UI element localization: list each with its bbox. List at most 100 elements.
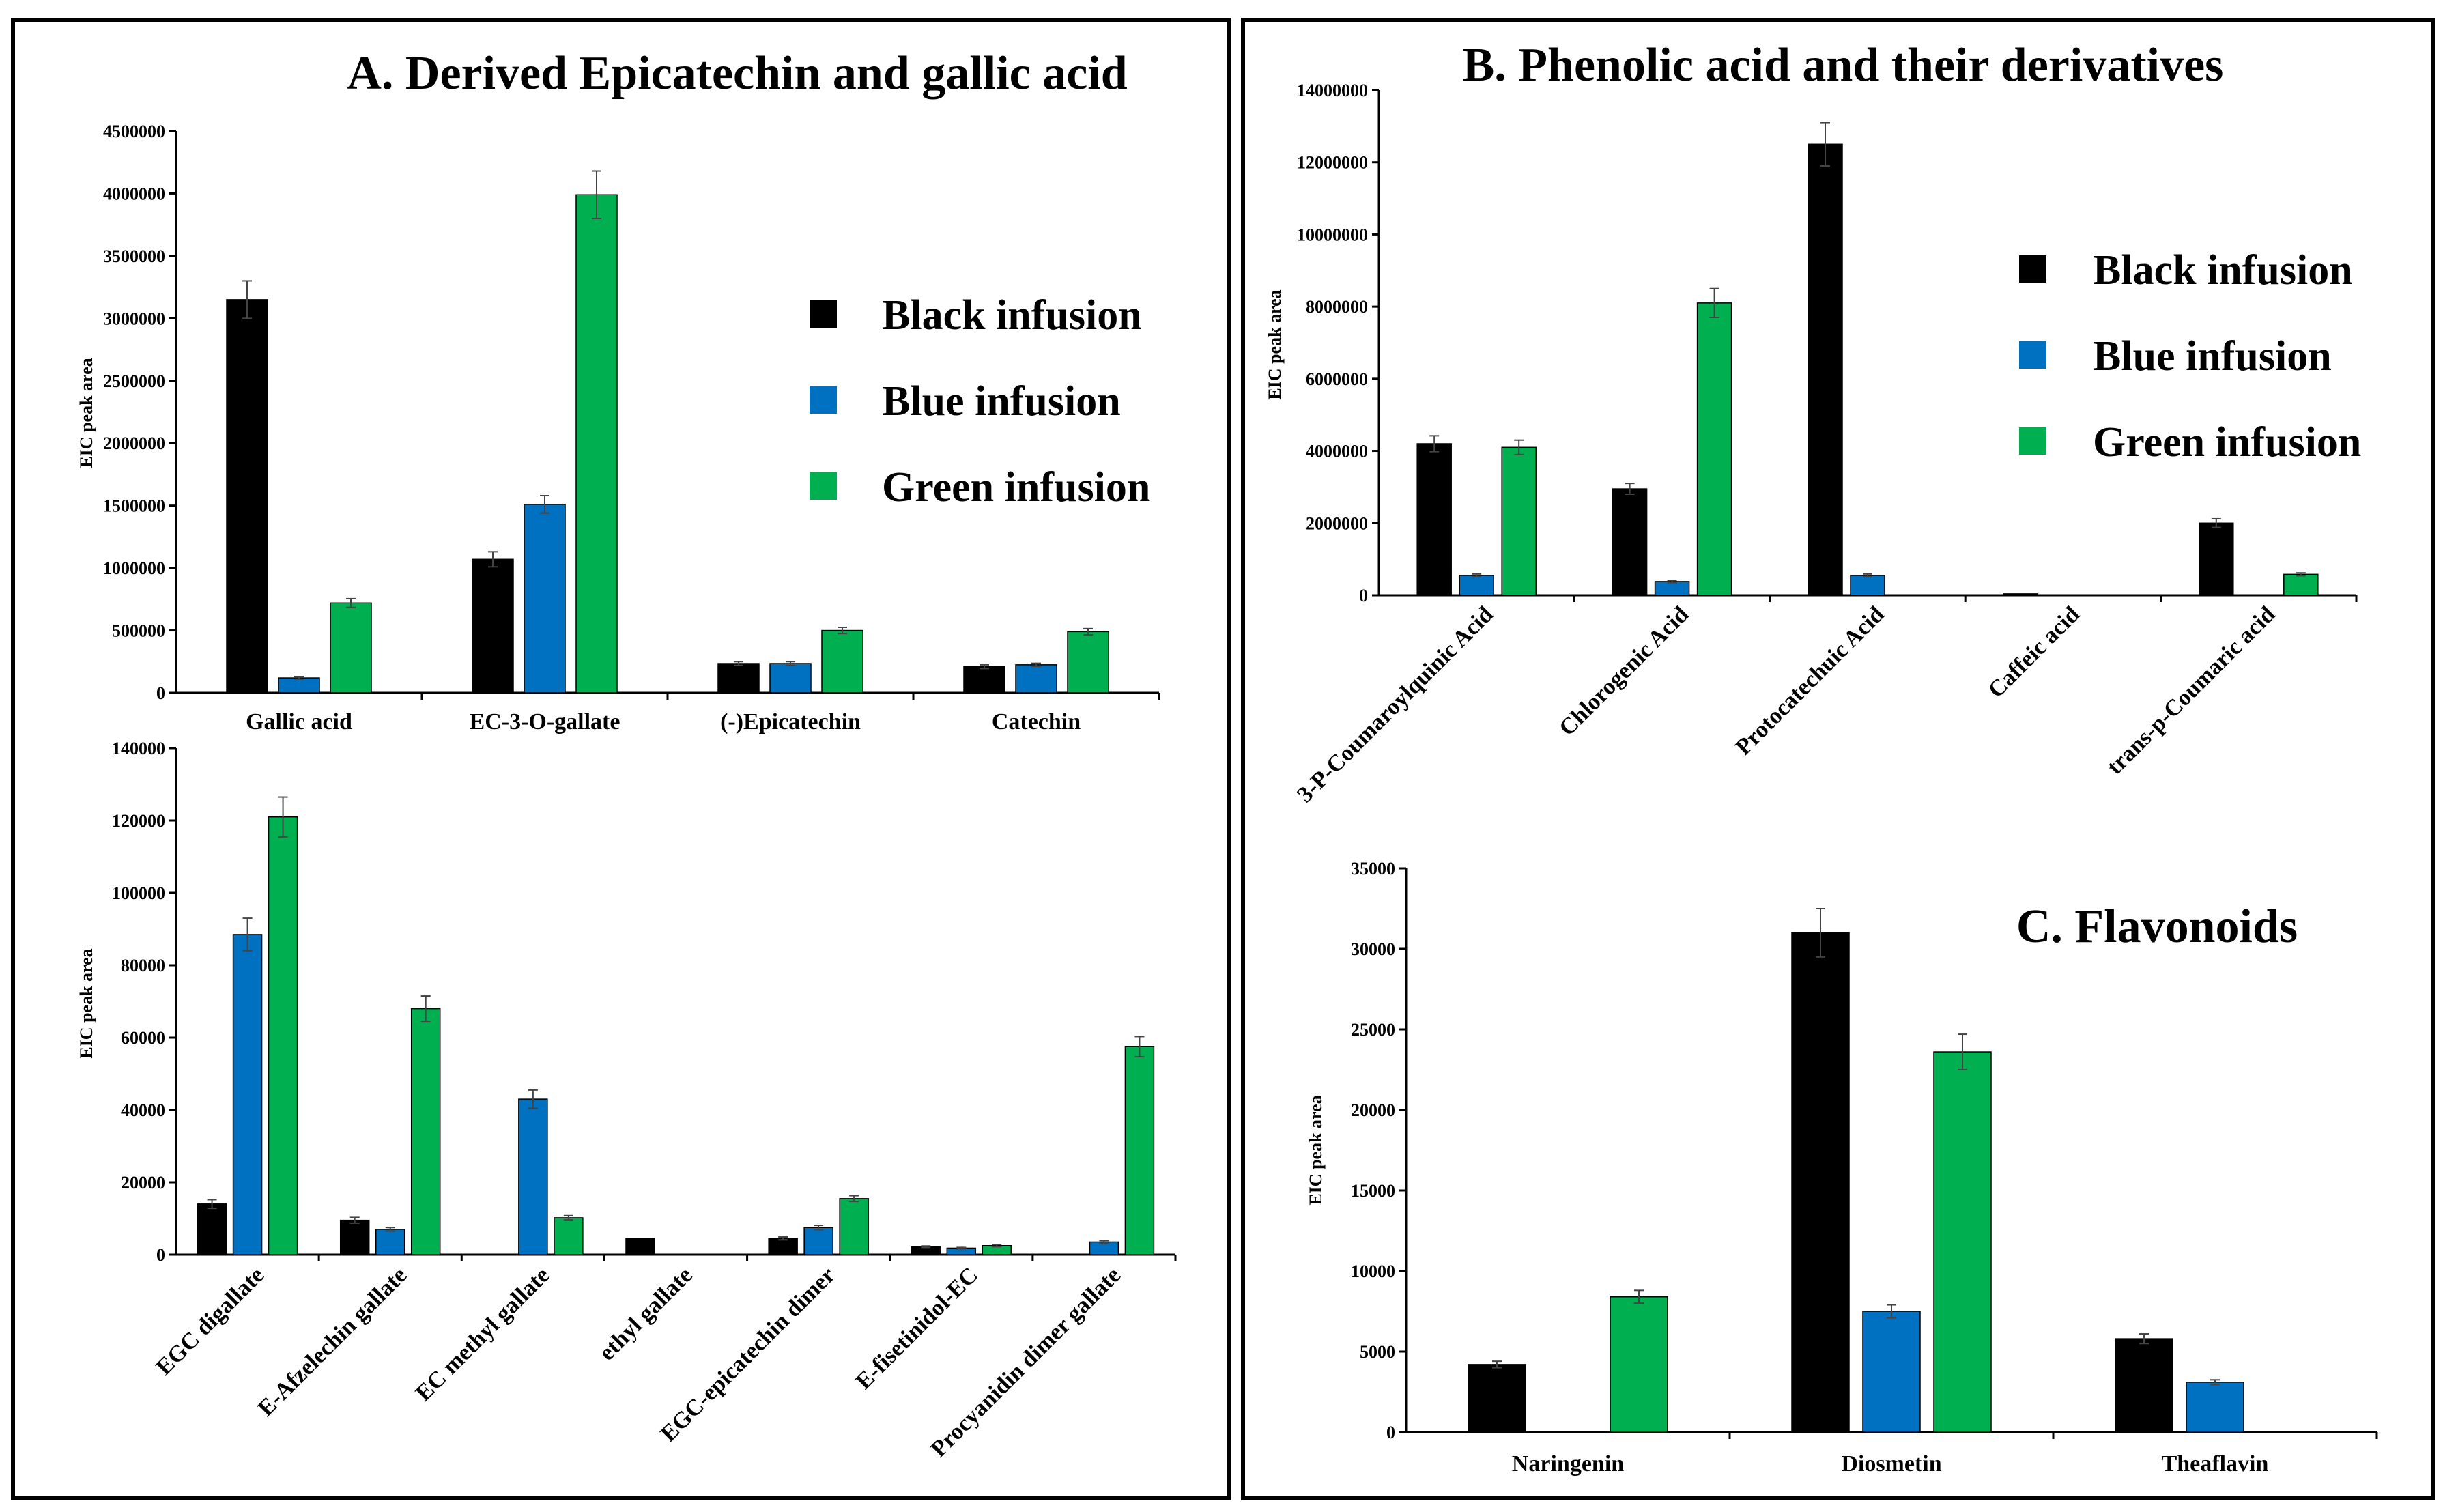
y-tick-label: 500000 <box>112 621 165 641</box>
chart-a1-ylabel: EIC peak area <box>76 358 96 468</box>
bar <box>554 1217 584 1255</box>
y-tick-label: 15000 <box>1351 1181 1395 1201</box>
panel-c-title: C. Flavonoids <box>2016 900 2298 953</box>
legend-a: Black infusion Blue infusion Green infus… <box>810 292 1150 511</box>
y-tick-label: 3000000 <box>103 309 165 328</box>
y-tick-label: 140000 <box>112 739 165 758</box>
bar <box>1791 932 1850 1433</box>
bar <box>226 299 268 694</box>
category-label: Gallic acid <box>246 709 352 734</box>
bar <box>963 666 1005 694</box>
bar <box>803 1227 833 1255</box>
y-tick-label: 4500000 <box>103 122 165 141</box>
category-label: trans-p-Coumaric acid <box>2102 601 2281 780</box>
bar <box>839 1198 869 1255</box>
category-label: Naringenin <box>1512 1451 1624 1477</box>
bar <box>1612 488 1648 596</box>
bar <box>278 677 320 694</box>
bar <box>2115 1338 2173 1433</box>
y-tick-label: 1500000 <box>103 496 165 516</box>
legend-b-label-green: Green infusion <box>2093 419 2361 466</box>
bar <box>1015 664 1057 694</box>
category-label: Diosmetin <box>1841 1451 1941 1477</box>
y-tick-label: 10000 <box>1351 1261 1395 1281</box>
bar <box>2003 593 2039 596</box>
y-tick-label: 4000000 <box>1306 442 1368 461</box>
bar <box>518 1098 548 1255</box>
y-tick-label: 20000 <box>1351 1100 1395 1120</box>
bar <box>1933 1051 1992 1433</box>
bar <box>2199 522 2234 596</box>
legend-a-swatch-blue <box>810 386 837 414</box>
y-tick-label: 2000000 <box>1306 513 1368 533</box>
y-tick-label: 4000000 <box>103 184 165 203</box>
y-tick-label: 0 <box>1386 1423 1395 1442</box>
legend-b-swatch-blue <box>2019 341 2046 369</box>
y-tick-label: 40000 <box>121 1100 165 1120</box>
bar <box>768 1238 798 1255</box>
bar <box>2186 1382 2244 1433</box>
category-label: Protocatechuic Acid <box>1731 601 1889 760</box>
y-tick-label: 12000000 <box>1297 153 1368 173</box>
bar <box>821 629 863 694</box>
bar <box>769 663 812 694</box>
panel-b-title: B. Phenolic acid and their derivatives <box>1463 39 2224 91</box>
category-label: ethyl gallate <box>595 1262 698 1365</box>
y-tick-label: 5000 <box>1360 1342 1395 1362</box>
y-tick-label: 8000000 <box>1306 297 1368 317</box>
y-tick-label: 100000 <box>112 883 165 903</box>
bar <box>1124 1046 1155 1255</box>
legend-a-swatch-green <box>810 472 837 500</box>
y-tick-label: 60000 <box>121 1028 165 1048</box>
y-tick-label: 20000 <box>121 1173 165 1193</box>
charts-layer: 0500000100000015000002000000250000030000… <box>103 81 2378 1477</box>
category-label: EC methyl gallate <box>411 1262 554 1406</box>
category-label: EC-3-O-gallate <box>470 709 620 734</box>
bar <box>1850 575 1885 596</box>
chart-a2-ylabel: EIC peak area <box>76 948 96 1058</box>
bar <box>339 1219 370 1255</box>
category-label: EGC digallate <box>152 1262 269 1380</box>
y-tick-label: 2500000 <box>103 371 165 391</box>
bar <box>410 1008 441 1255</box>
legend-b-label-blue: Blue infusion <box>2093 333 2332 380</box>
category-label: (-)Epicatechin <box>720 709 861 734</box>
bar <box>1501 446 1537 596</box>
bar <box>1459 575 1494 596</box>
legend-a-label-black: Black infusion <box>882 292 1142 339</box>
chart-a1: 0 500000 1000000 1500000 2000000 2500000 30000… <box>103 122 1160 734</box>
panel-bc-frame <box>1241 18 2435 1500</box>
y-tick-label: 6000000 <box>1306 369 1368 389</box>
bar <box>268 816 298 1255</box>
y-tick-label: 0 <box>156 1245 165 1265</box>
bar <box>1416 443 1452 596</box>
y-tick-label: 3500000 <box>103 246 165 266</box>
bar <box>375 1229 405 1255</box>
category-label: Chlorogenic Acid <box>1554 601 1694 741</box>
category-label: Caffeic acid <box>1984 601 2085 702</box>
legend-b: Black infusion Blue infusion Green infus… <box>2019 247 2361 466</box>
category-label: Catechin <box>992 709 1081 734</box>
legend-a-label-green: Green infusion <box>882 464 1150 511</box>
bar <box>524 504 566 694</box>
y-tick-label: 80000 <box>121 956 165 975</box>
y-tick-label: 25000 <box>1351 1020 1395 1040</box>
legend-a-swatch-black <box>810 300 837 328</box>
y-tick-label: 10000000 <box>1297 225 1368 244</box>
chart-a2: 0 20000 40000 60000 80000 100000 120000 140000 E… <box>112 739 1177 1462</box>
bar <box>1468 1364 1526 1433</box>
bar <box>575 194 618 694</box>
y-tick-label: 1000000 <box>103 558 165 578</box>
bar <box>232 934 263 1255</box>
bar <box>1808 143 1843 596</box>
chart-c: 0 5000 10000 15000 20000 25000 30000 35000 Narin… <box>1351 859 2378 1477</box>
bar <box>197 1203 227 1255</box>
bar <box>1696 302 1732 596</box>
category-label: 3-P-Coumaroylquinic Acid <box>1292 601 1498 808</box>
bar <box>1654 581 1690 596</box>
y-tick-label: 35000 <box>1351 859 1395 879</box>
bar <box>717 663 760 694</box>
legend-a-label-blue: Blue infusion <box>882 378 1121 425</box>
category-label: E-fisetinidol-EC <box>851 1262 983 1394</box>
